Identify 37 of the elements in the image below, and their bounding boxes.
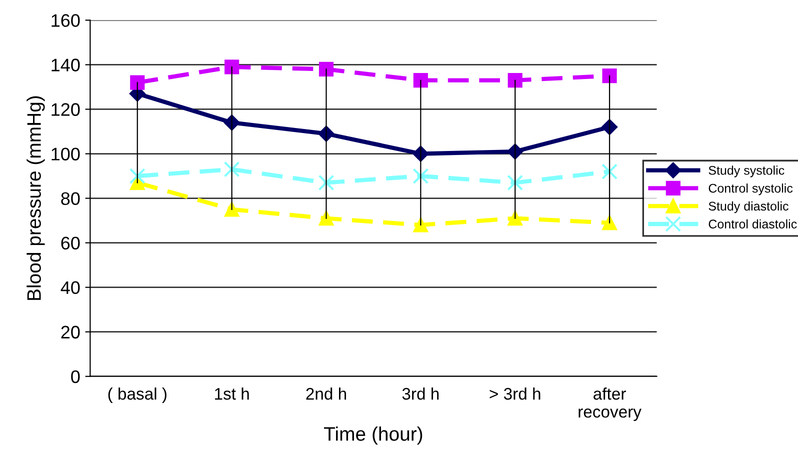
y-tick-label: 80 xyxy=(61,192,80,206)
legend-label: Study diastolic xyxy=(708,201,788,214)
x-tick-label: ( basal ) xyxy=(108,387,166,404)
x-tick-label: > 3rd h xyxy=(490,387,540,400)
y-tick-label: 0 xyxy=(71,370,80,384)
point xyxy=(129,168,146,184)
point xyxy=(224,60,240,74)
y-tick-label: 40 xyxy=(60,281,80,294)
legend-label: Study systolic xyxy=(708,166,784,178)
point xyxy=(602,68,617,84)
x-tick-label: 2nd h xyxy=(306,387,346,400)
point xyxy=(224,161,240,178)
x-tick-label: 1st h xyxy=(215,387,249,400)
y-tick-label: 60 xyxy=(61,236,80,250)
y-tick-label: 160 xyxy=(52,14,80,27)
y-tick-label: 20 xyxy=(61,326,80,339)
point xyxy=(130,75,145,90)
point xyxy=(318,174,334,191)
point xyxy=(508,211,522,226)
point xyxy=(413,218,428,232)
point xyxy=(508,73,522,88)
y-tick-label: 120 xyxy=(52,103,80,116)
legend-label: Control diastolic xyxy=(708,219,797,228)
y-tick-label: 140 xyxy=(52,58,80,72)
point xyxy=(224,202,240,217)
point xyxy=(507,174,524,191)
point xyxy=(318,62,334,76)
x-tick-label: 3rd h xyxy=(402,387,439,400)
y-axis-title: Blood pressure (mmHg) xyxy=(26,96,45,300)
x-tick-label: after recovery xyxy=(578,388,642,421)
point xyxy=(412,168,429,184)
point xyxy=(413,73,428,88)
point xyxy=(602,164,618,180)
x-axis-title: Time (hour) xyxy=(324,426,422,445)
point xyxy=(602,215,617,230)
legend-label: Control systolic xyxy=(708,184,793,196)
y-tick-label: 100 xyxy=(52,148,80,160)
